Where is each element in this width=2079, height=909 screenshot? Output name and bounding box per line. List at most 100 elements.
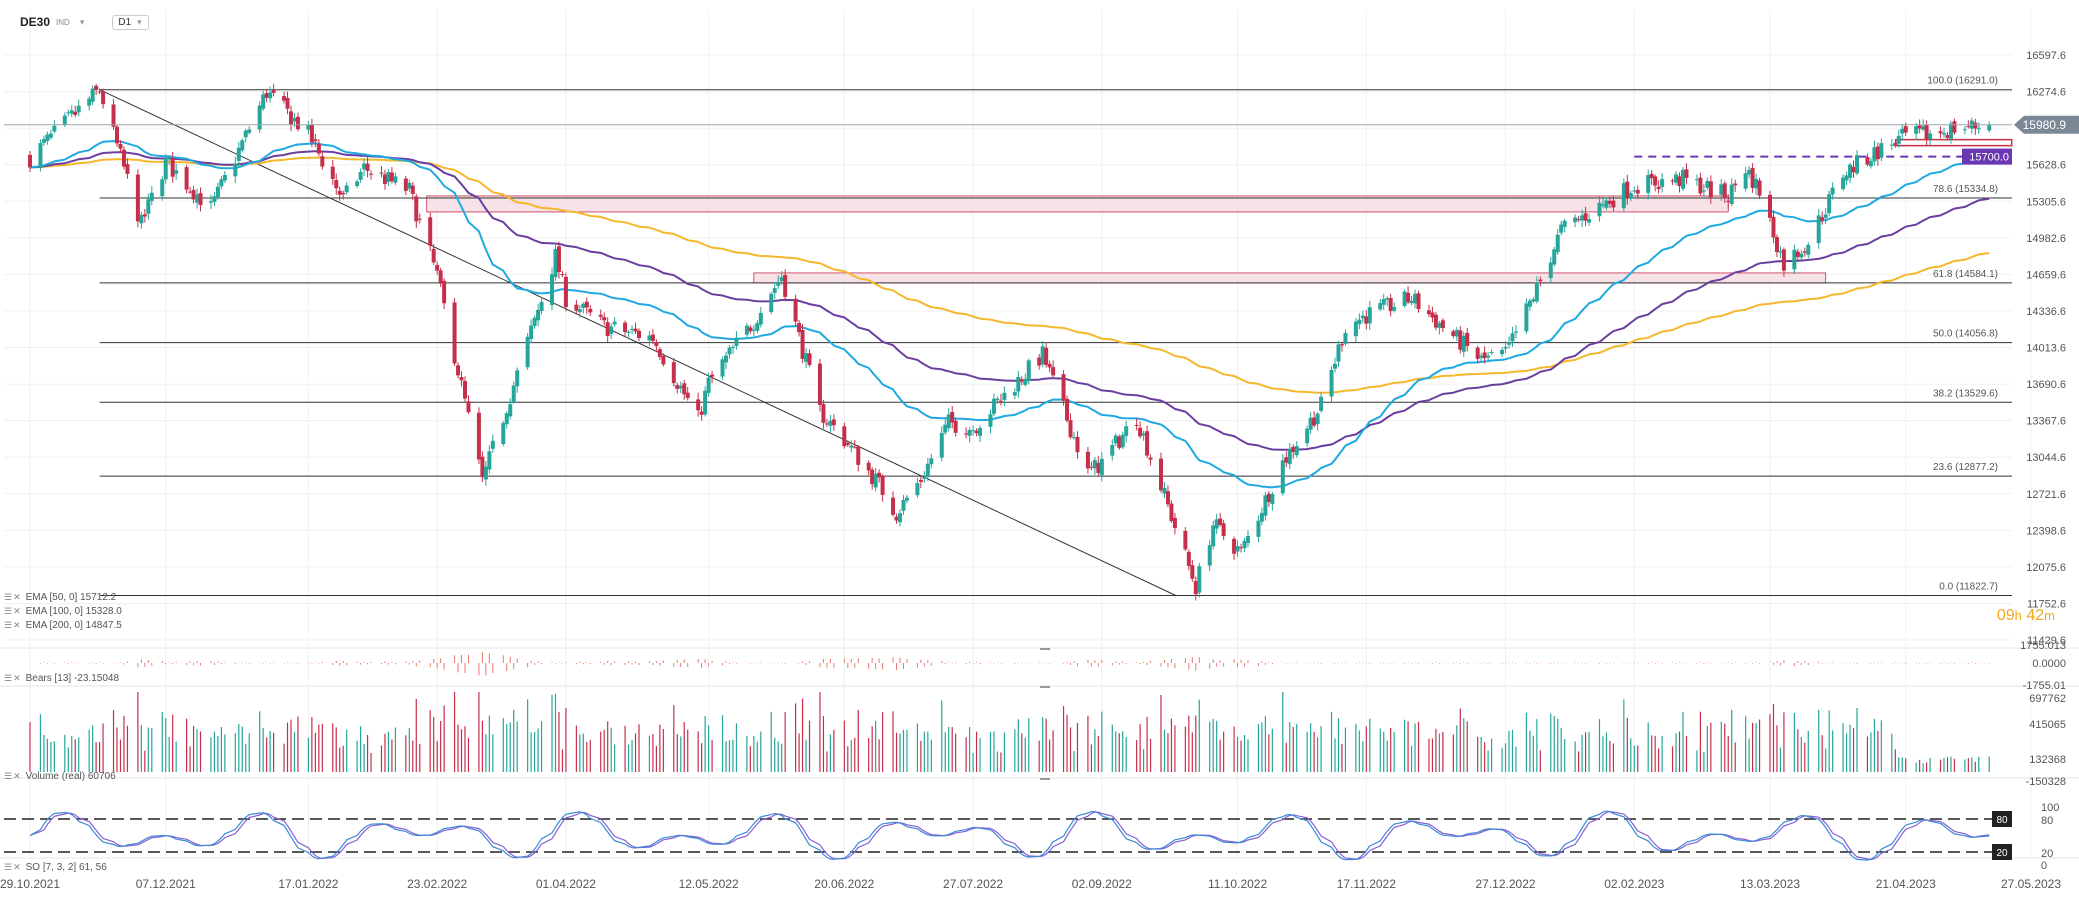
- candle-body: [1635, 189, 1640, 194]
- candle-body: [1548, 262, 1553, 279]
- indicator-label: SO [7, 3, 2] 61, 56: [25, 862, 107, 873]
- candle-body: [964, 433, 969, 435]
- candle-body: [744, 325, 749, 335]
- candle-body: [797, 322, 802, 333]
- candle-body: [1315, 413, 1320, 425]
- candle-body: [466, 401, 471, 413]
- candle-body: [393, 176, 398, 183]
- candle-body: [626, 331, 631, 333]
- x-tick-label: 07.12.2021: [136, 877, 196, 891]
- candle-body: [456, 365, 461, 376]
- candle-body: [1562, 220, 1567, 227]
- candle-body: [476, 412, 481, 460]
- candle-body: [1938, 131, 1943, 134]
- candle-body: [208, 201, 213, 203]
- candle-body: [1632, 190, 1637, 192]
- symbol-name[interactable]: DE30: [20, 15, 51, 29]
- candle-body: [1451, 331, 1456, 336]
- candle-body: [198, 193, 203, 206]
- chart-toolbar: DE30 IND ▾ D1 ▾: [0, 12, 149, 32]
- candle-body: [849, 445, 854, 448]
- candle-body: [539, 301, 544, 312]
- candle-body: [1134, 425, 1139, 427]
- candle-body: [637, 330, 641, 339]
- candle-body: [1367, 307, 1372, 324]
- settings-close-icon[interactable]: ☰✕: [4, 673, 22, 683]
- candle-body: [337, 190, 342, 195]
- candle-body: [842, 426, 847, 447]
- grid: [4, 10, 2032, 858]
- candle-body: [257, 105, 262, 130]
- candle-body: [1754, 178, 1759, 189]
- candle-body: [556, 246, 561, 273]
- settings-close-icon[interactable]: ☰✕: [4, 771, 22, 781]
- candle-body: [525, 336, 530, 368]
- candle-body: [950, 411, 955, 423]
- settings-close-icon[interactable]: ☰✕: [4, 606, 22, 616]
- candle-body: [62, 115, 67, 125]
- candle-body: [247, 129, 252, 133]
- candle-body: [289, 111, 293, 125]
- timeframe-selector[interactable]: D1 ▾: [112, 14, 149, 30]
- candle-body: [1211, 525, 1216, 547]
- candle-body: [1952, 121, 1957, 133]
- candle-body: [1388, 298, 1393, 312]
- stoch-y-tick: 0: [2041, 860, 2047, 872]
- candle-body: [612, 321, 617, 325]
- candle-body: [1924, 124, 1929, 140]
- candle-body: [1145, 431, 1150, 456]
- candle-body: [358, 171, 363, 180]
- candle-body: [41, 139, 46, 143]
- candle-body: [118, 143, 123, 149]
- candle-body: [73, 111, 78, 115]
- y-tick-label: 12398.6: [2026, 525, 2066, 537]
- candle-body: [1841, 177, 1846, 190]
- settings-close-icon[interactable]: ☰✕: [4, 862, 22, 872]
- candle-body: [410, 185, 415, 194]
- candle-body: [1232, 538, 1237, 554]
- candle-body: [1475, 347, 1480, 359]
- candle-body: [316, 143, 321, 154]
- candle-body: [1889, 144, 1894, 146]
- indicator-bears[interactable]: ☰✕ Bears [13] -23.15048: [4, 673, 119, 684]
- timer-hours: 09: [1996, 607, 2015, 624]
- settings-close-icon[interactable]: ☰✕: [4, 620, 22, 630]
- candle-body: [379, 172, 384, 174]
- candle-body: [532, 317, 537, 326]
- candle-body: [1319, 396, 1324, 411]
- candle-body: [483, 466, 488, 480]
- x-tick-label: 11.10.2022: [1208, 877, 1267, 891]
- candle-body: [1089, 466, 1094, 468]
- indicator-ema50[interactable]: ☰✕ EMA [50, 0] 15712.2: [4, 592, 116, 603]
- candle-body: [1507, 342, 1511, 345]
- chevron-down-icon[interactable]: ▾: [79, 16, 85, 27]
- candle-body: [1239, 547, 1244, 549]
- candle-body: [1948, 123, 1953, 139]
- candle-body: [1207, 545, 1212, 566]
- candle-body: [1966, 126, 1971, 128]
- indicator-label: EMA [100, 0] 15328.0: [25, 606, 122, 617]
- candle-body: [1621, 183, 1626, 209]
- indicator-volume[interactable]: ☰✕ Volume (real) 60706: [4, 771, 116, 782]
- candle-body: [219, 179, 224, 187]
- candle-body: [1169, 503, 1174, 522]
- indicator-stochastic[interactable]: ☰✕ SO [7, 3, 2] 61, 56: [4, 862, 107, 873]
- candle-body: [1576, 219, 1581, 221]
- candle-body: [90, 88, 95, 102]
- settings-close-icon[interactable]: ☰✕: [4, 592, 22, 602]
- bears-y-tick: -1755.01: [2023, 680, 2066, 692]
- candle-body: [1670, 180, 1675, 182]
- candle-body: [605, 322, 610, 337]
- candle-body: [1830, 187, 1835, 195]
- x-tick-label: 17.11.2022: [1337, 877, 1396, 891]
- candles: [28, 83, 1992, 601]
- candle-body: [755, 323, 760, 331]
- candle-body: [1364, 316, 1369, 324]
- candle-body: [577, 309, 582, 313]
- indicator-ema100[interactable]: ☰✕ EMA [100, 0] 15328.0: [4, 606, 122, 617]
- indicator-ema200[interactable]: ☰✕ EMA [200, 0] 14847.5: [4, 620, 122, 631]
- candle-body: [1406, 292, 1411, 303]
- candle-body: [344, 185, 349, 193]
- candle-body: [1823, 214, 1828, 218]
